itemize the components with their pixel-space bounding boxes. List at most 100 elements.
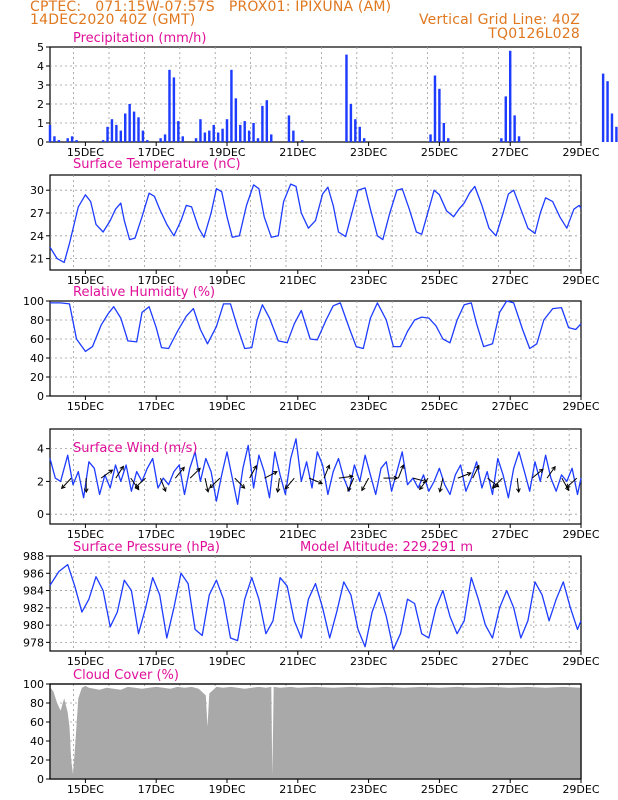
precip-bar xyxy=(141,130,145,142)
precip-bar xyxy=(106,126,109,142)
x-tick-label: 17DEC xyxy=(138,146,175,159)
wind-arrow-head xyxy=(180,466,185,472)
wind-arrow xyxy=(457,472,472,479)
panel-title: Cloud Cover (%) xyxy=(73,668,179,683)
wind-arrow-head xyxy=(60,484,66,490)
header-model-id: TQ0126L028 xyxy=(488,26,580,42)
panel-4: 0 2 4 15DEC 17DEC 19DEC 21DEC 23DEC 25DEC 27DEC 29… xyxy=(37,428,600,541)
x-tick-label: 27DEC xyxy=(492,528,529,541)
wind-arrow-head xyxy=(209,483,214,489)
y-tick-label: 4 xyxy=(37,443,44,456)
y-tick-label: 0 xyxy=(37,773,44,786)
precip-bar xyxy=(362,138,366,142)
y-tick-label: 100 xyxy=(23,678,44,691)
y-tick-label: 27 xyxy=(30,207,44,220)
wind-arrow-head xyxy=(272,471,278,476)
wind-arrow xyxy=(134,477,146,489)
y-tick-label: 24 xyxy=(30,230,44,243)
wind-arrow xyxy=(397,464,404,479)
precip-bar xyxy=(349,104,353,142)
x-tick-label: 25DEC xyxy=(421,783,458,796)
precip-bar xyxy=(504,96,507,142)
precip-bar xyxy=(216,132,220,142)
x-tick-label: 15DEC xyxy=(67,146,104,159)
precip-bar xyxy=(132,111,136,142)
precip-bar xyxy=(438,88,441,142)
x-tick-label: 29DEC xyxy=(562,783,599,796)
precip-bar xyxy=(247,130,251,142)
wind-arrow-head xyxy=(475,464,480,470)
x-tick-label: 27DEC xyxy=(492,274,529,287)
wind-arrow-head xyxy=(419,485,424,491)
y-tick-label: 1 xyxy=(37,117,44,130)
wind-arrow-head xyxy=(538,468,544,474)
precip-bar xyxy=(146,140,149,142)
wind-arrow-head xyxy=(325,464,331,470)
precip-bar xyxy=(243,121,246,142)
precip-bar xyxy=(115,124,118,142)
x-tick-label: 23DEC xyxy=(350,400,387,413)
panel-5: 978 980 982 984 986 988 15DEC 17DEC 19DEC 21DEC 23… xyxy=(23,540,600,668)
wind-arrow xyxy=(413,477,427,483)
y-tick-label: 100 xyxy=(23,295,44,308)
x-tick-label: 15DEC xyxy=(67,400,104,413)
wind-arrow xyxy=(277,478,280,493)
wind-arrow-head xyxy=(347,486,352,492)
x-tick-label: 17DEC xyxy=(138,274,175,287)
wind-arrow xyxy=(284,477,295,490)
x-tick-label: 15DEC xyxy=(67,655,104,668)
x-tick-label: 17DEC xyxy=(138,655,175,668)
panel-frame xyxy=(49,428,582,525)
x-tick-label: 29DEC xyxy=(562,528,599,541)
wind-arrow xyxy=(100,469,113,479)
precip-bar xyxy=(354,119,357,142)
panel-frame xyxy=(49,174,582,271)
x-tick-label: 23DEC xyxy=(350,274,387,287)
precip-bar xyxy=(212,124,215,142)
y-tick-label: 40 xyxy=(30,735,44,748)
x-tick-label: 17DEC xyxy=(138,528,175,541)
wind-arrow xyxy=(264,471,278,479)
precip-bar xyxy=(221,128,224,142)
panel-title: Precipitation (mm/h) xyxy=(73,31,206,46)
precip-bar xyxy=(208,130,211,142)
precip-bar xyxy=(163,134,167,142)
wind-arrow xyxy=(546,466,556,479)
precip-bar xyxy=(239,124,242,142)
precip-bar xyxy=(513,115,516,142)
panel-1: 0 1 2 3 4 5 15DEC 17DEC 19DEC 21DEC 23DEC 25DEC 27DE… xyxy=(37,31,618,159)
y-tick-label: 60 xyxy=(30,716,44,729)
wind-arrow xyxy=(531,468,544,479)
wind-arrow-head xyxy=(108,469,114,474)
wind-arrow xyxy=(61,477,72,489)
x-tick-label: 21DEC xyxy=(279,146,316,159)
y-tick-label: 984 xyxy=(23,585,44,598)
precip-bar xyxy=(124,113,127,142)
precip-bar xyxy=(101,140,105,142)
wind-arrow-head xyxy=(361,486,366,492)
wind-arrow xyxy=(234,477,245,489)
wind-arrow-head xyxy=(196,467,201,473)
header-date-line: 14DEC2020 40Z (GMT) xyxy=(30,12,196,28)
x-tick-label: 27DEC xyxy=(492,146,529,159)
precip-bar xyxy=(225,119,229,142)
wind-arrow xyxy=(561,477,570,491)
y-tick-label: 3 xyxy=(37,79,44,92)
precip-bar xyxy=(301,140,304,142)
precip-bar xyxy=(172,77,176,142)
panel-frame xyxy=(49,300,582,397)
precip-bar xyxy=(168,69,171,142)
wind-arrow xyxy=(492,477,503,489)
series-line xyxy=(49,438,582,505)
header-grid-note: Vertical Grid Line: 40Z xyxy=(418,12,580,28)
panel-title: Surface Pressure (hPa) xyxy=(73,540,220,555)
y-tick-label: 2 xyxy=(37,475,44,488)
y-tick-label: 80 xyxy=(30,314,44,327)
x-tick-label: 15DEC xyxy=(67,274,104,287)
wind-arrow-head xyxy=(466,472,472,477)
y-tick-label: 4 xyxy=(37,60,44,73)
x-tick-label: 27DEC xyxy=(492,400,529,413)
wind-arrow-head xyxy=(284,484,290,490)
y-tick-label: 40 xyxy=(30,352,44,365)
